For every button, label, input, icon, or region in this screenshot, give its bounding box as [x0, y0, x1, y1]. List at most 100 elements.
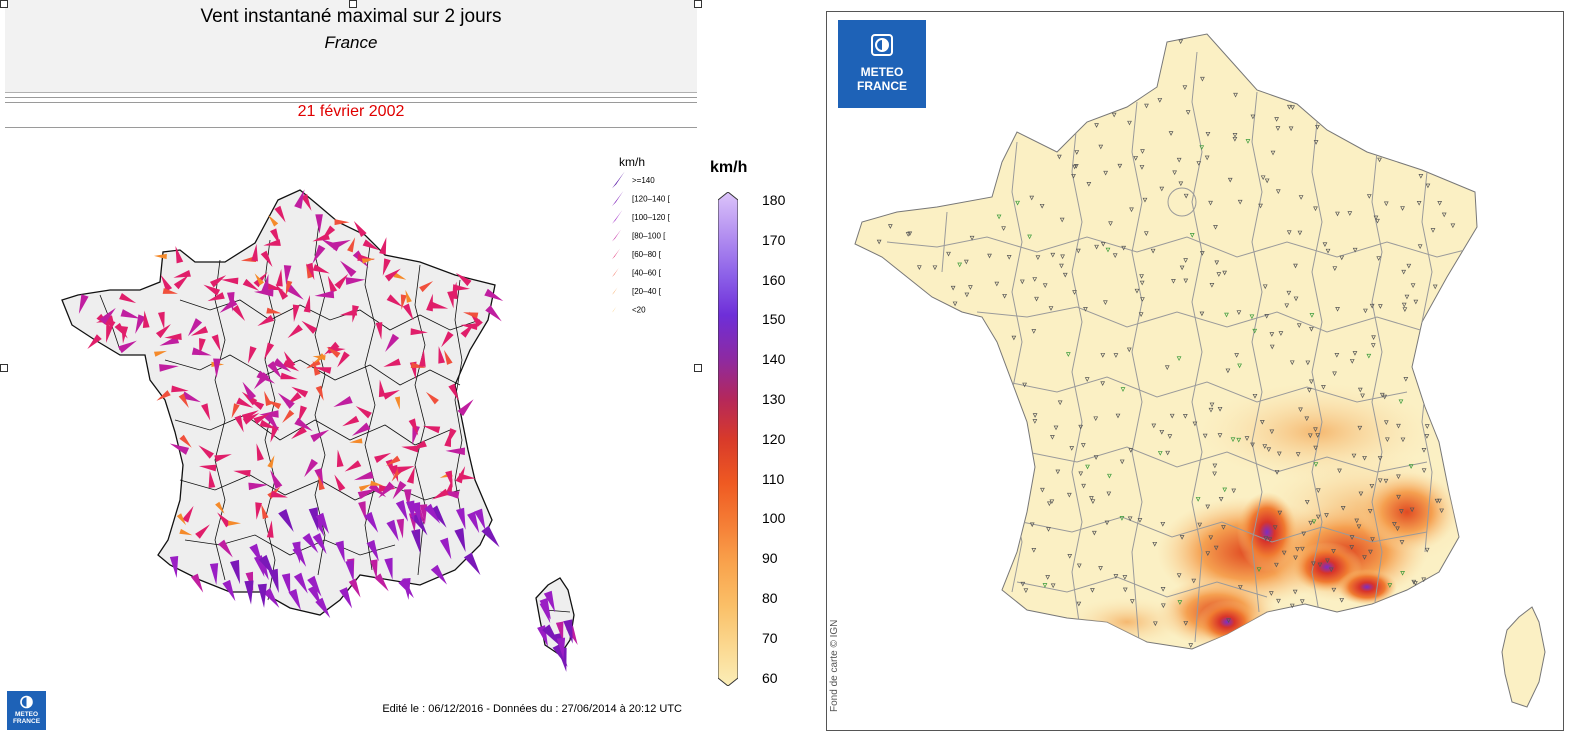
wind-arrow-map-panel: Vent instantané maximal sur 2 jours Fran… [0, 0, 702, 734]
wind-arrow [347, 237, 356, 253]
station-marker [1337, 468, 1342, 474]
wind-arrow [334, 219, 350, 226]
wind-arrow [236, 397, 254, 408]
station-marker [1236, 437, 1242, 443]
wind-arrow [272, 358, 292, 373]
station-marker [1065, 352, 1071, 357]
station-marker [1117, 163, 1123, 169]
station-marker [1351, 453, 1357, 459]
selection-handle[interactable] [349, 0, 357, 8]
station-marker [1307, 433, 1313, 439]
station-marker [1301, 531, 1307, 537]
wind-arrow [431, 488, 449, 500]
wind-arrow [403, 489, 412, 509]
station-marker [1172, 170, 1178, 176]
station-marker [1113, 574, 1119, 579]
colorbar-unit: km/h [710, 159, 748, 176]
station-marker [1269, 344, 1275, 350]
selection-handle[interactable] [0, 364, 8, 372]
wind-arrow [268, 568, 279, 594]
station-marker [1371, 335, 1376, 340]
wind-arrow [557, 647, 567, 672]
wind-arrow [410, 362, 427, 368]
wind-arrow [303, 295, 311, 313]
station-marker [1113, 353, 1119, 358]
wind-arrow [282, 359, 300, 372]
wind-arrow [378, 481, 395, 499]
wind-arrow [334, 474, 346, 492]
colorbar-tick-label: 160 [762, 271, 786, 288]
station-marker [1059, 263, 1064, 269]
wind-arrow [361, 258, 375, 264]
station-marker [1315, 124, 1320, 130]
station-marker [1029, 522, 1035, 528]
wind-arrow [99, 307, 116, 325]
station-marker [1048, 306, 1054, 311]
wind-arrow [203, 284, 221, 296]
wind-arrow [447, 290, 454, 309]
station-marker [1183, 258, 1189, 263]
station-marker [1129, 599, 1135, 604]
wind-arrow [467, 511, 480, 534]
wind-arrow [430, 301, 449, 309]
station-marker [1127, 516, 1133, 522]
station-marker [1108, 221, 1113, 226]
legend-label: [60–80 [ [632, 250, 662, 259]
wind-arrow [353, 221, 367, 238]
station-marker [1369, 303, 1375, 309]
legend-swatch [612, 248, 620, 260]
station-marker [1074, 150, 1080, 155]
wind-arrow [337, 351, 350, 368]
station-marker [1081, 483, 1086, 489]
map-subtitle: France [324, 33, 378, 52]
station-marker [1213, 545, 1219, 551]
selection-handle[interactable] [694, 364, 702, 372]
station-marker [1281, 550, 1287, 556]
station-marker [957, 262, 963, 268]
station-marker [1264, 178, 1270, 184]
wind-arrow [444, 429, 452, 448]
wind-arrow [385, 333, 400, 352]
selection-handle[interactable] [694, 0, 702, 8]
wind-arrow [256, 443, 264, 461]
station-marker [1406, 263, 1412, 269]
station-marker [1298, 195, 1304, 200]
selection-handle[interactable] [0, 0, 8, 8]
wind-arrow [198, 464, 217, 472]
station-marker [969, 235, 975, 241]
wind-arrow [411, 528, 421, 554]
station-marker [1067, 554, 1073, 559]
station-marker [1424, 434, 1430, 439]
wind-arrow [327, 275, 338, 293]
wind-arrow [156, 390, 171, 401]
station-marker [1259, 419, 1265, 425]
wind-arrow [542, 624, 561, 647]
wind-arrow [362, 239, 380, 251]
wind-arrow [455, 507, 466, 530]
station-marker [1236, 310, 1242, 315]
wind-arrow [142, 310, 150, 328]
station-marker [1182, 414, 1188, 419]
wind-arrow [455, 466, 466, 484]
wind-arrow [283, 265, 292, 285]
station-marker [1197, 522, 1203, 528]
wind-arrow [335, 540, 345, 563]
station-marker [1293, 263, 1298, 269]
station-marker [1001, 226, 1006, 231]
station-marker [1315, 488, 1321, 494]
station-marker [1276, 598, 1281, 604]
station-marker [1093, 416, 1099, 422]
station-marker [1176, 157, 1182, 163]
station-marker [1076, 601, 1082, 607]
station-marker [1352, 247, 1358, 253]
station-marker [1399, 540, 1405, 545]
station-marker [1370, 537, 1375, 542]
station-marker [1347, 211, 1353, 216]
station-marker [1191, 578, 1197, 584]
station-marker [1439, 508, 1445, 514]
station-marker [1208, 200, 1213, 206]
station-marker [1157, 451, 1163, 456]
station-marker [1011, 335, 1017, 341]
wind-arrow [339, 260, 357, 278]
station-marker [1377, 304, 1383, 309]
